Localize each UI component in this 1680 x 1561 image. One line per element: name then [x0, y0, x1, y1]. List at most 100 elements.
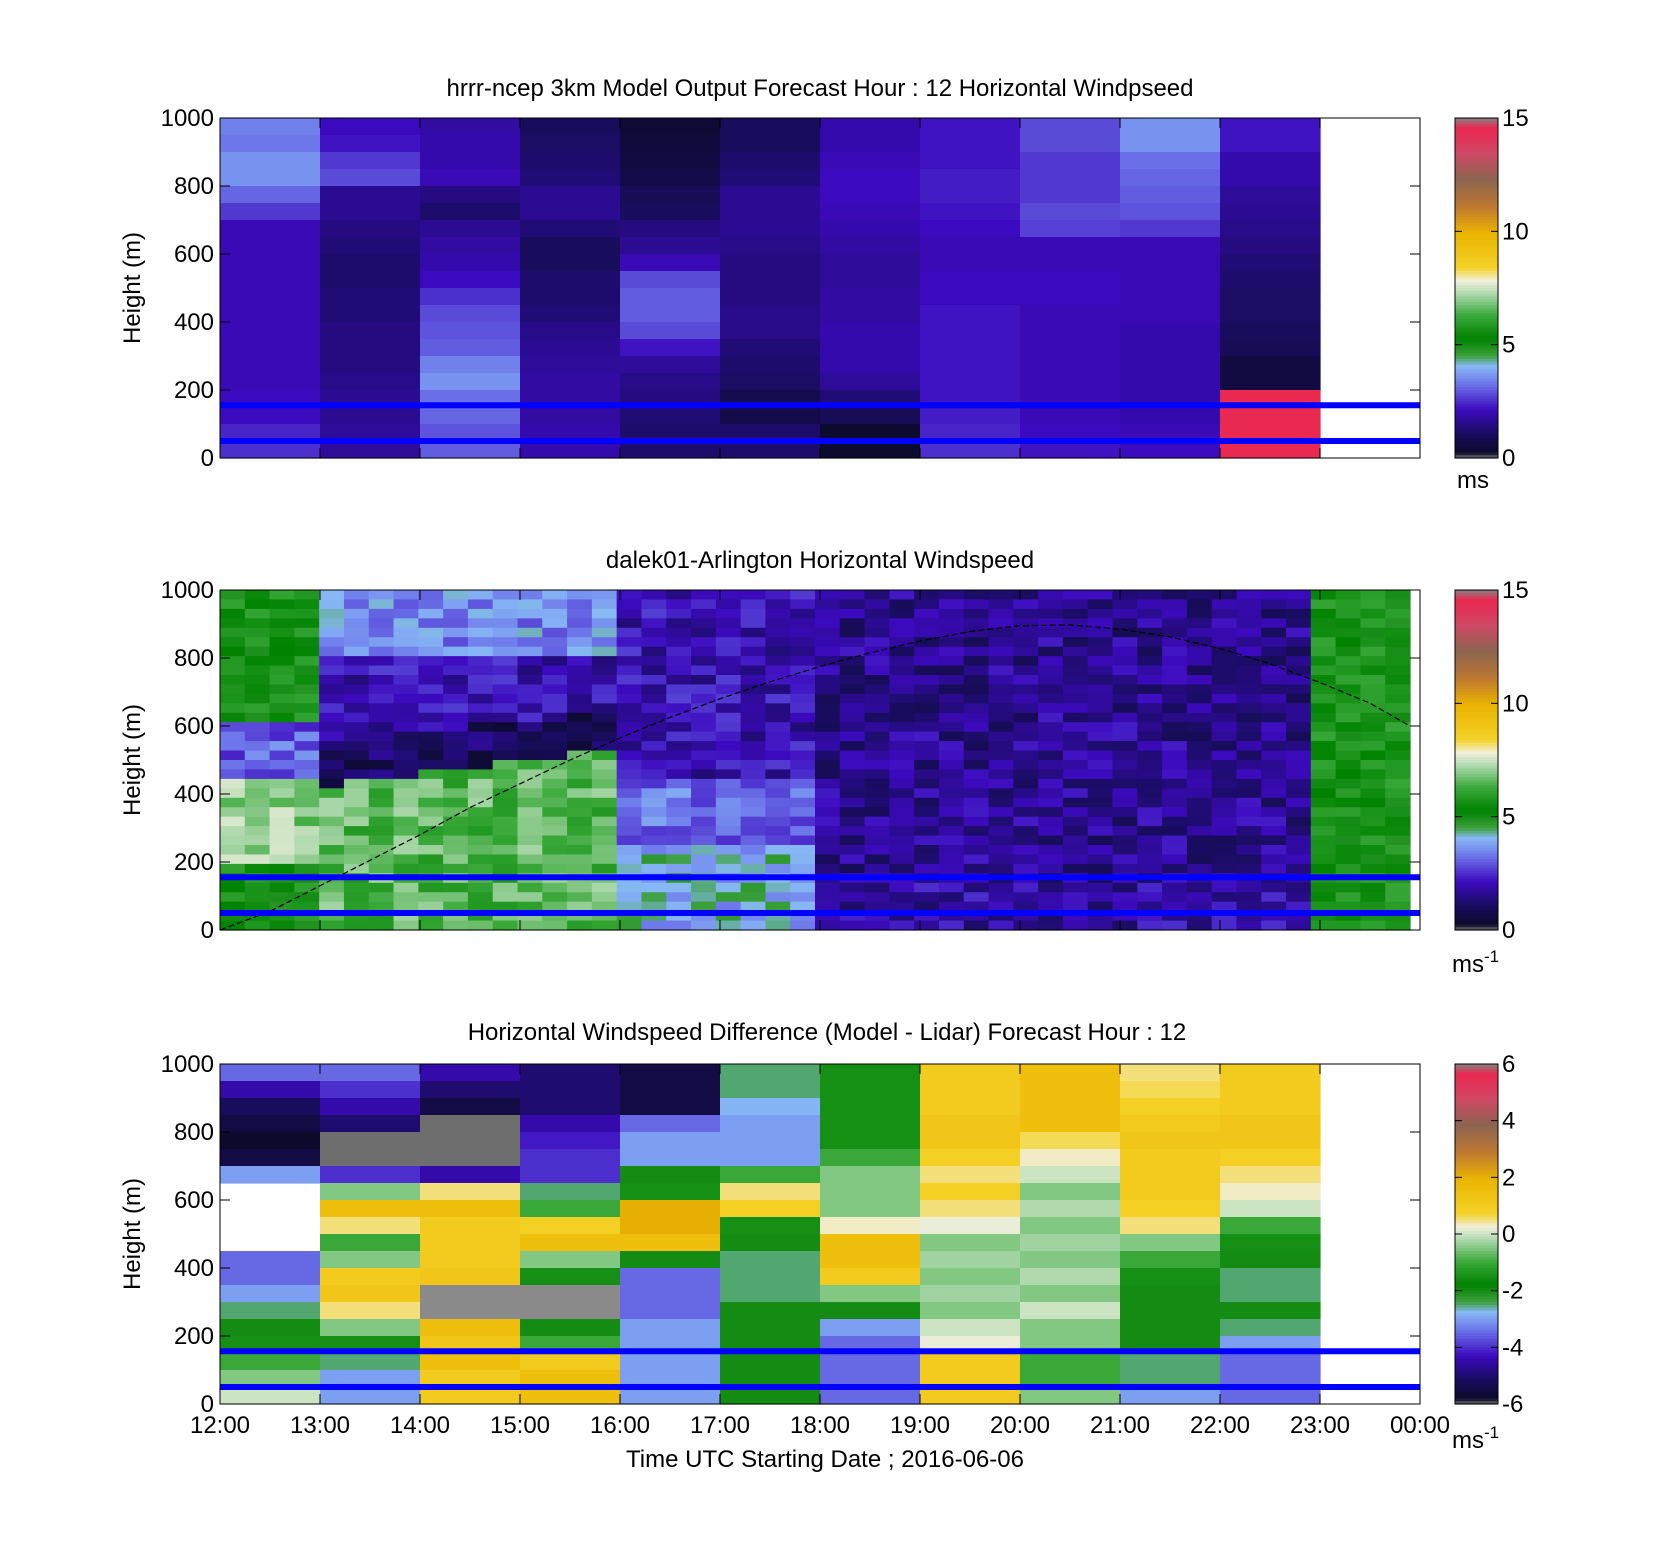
heat-cell: [368, 693, 395, 704]
heat-cell: [720, 220, 821, 238]
heat-cell: [420, 407, 521, 425]
heat-cell: [1087, 637, 1114, 648]
y-tick-label: 0: [201, 445, 214, 472]
heat-cell: [914, 826, 940, 837]
heat-cell: [1220, 1166, 1321, 1184]
heat-cell: [691, 627, 717, 638]
heat-cell: [914, 656, 940, 667]
heat-cell: [1220, 1234, 1321, 1252]
heat-cell: [591, 750, 618, 761]
heat-cell: [1120, 356, 1221, 374]
heat-cell: [889, 816, 915, 827]
heat-cell: [1120, 237, 1221, 255]
heat-cell: [418, 826, 444, 837]
heat-cell: [567, 835, 593, 846]
heat-cell: [443, 911, 469, 922]
heat-cell: [988, 646, 1014, 657]
heat-cell: [443, 618, 469, 629]
heat-cell: [467, 882, 494, 893]
colorbar-swatch: [1455, 228, 1498, 232]
heat-cell: [1013, 627, 1039, 638]
colorbar-swatch: [1455, 370, 1498, 374]
heat-cell: [591, 590, 618, 601]
heat-cell: [294, 769, 320, 780]
heat-cell: [641, 882, 667, 893]
heat-cell: [220, 816, 246, 827]
heat-cell: [393, 797, 419, 808]
heat-cell: [220, 237, 321, 255]
heat-cell: [938, 590, 965, 601]
heat-cell: [720, 1251, 821, 1269]
heat-cell: [715, 627, 742, 638]
heat-cell: [914, 863, 940, 874]
heat-cell: [740, 675, 767, 686]
heat-cell: [1062, 684, 1089, 695]
heat-cell: [1261, 627, 1287, 638]
heat-cell: [963, 693, 990, 704]
colorbar-swatch: [1455, 1126, 1498, 1130]
heat-cell: [443, 722, 469, 733]
heat-cell: [963, 778, 990, 789]
x-tick-label: 18:00: [790, 1412, 850, 1439]
heat-cell: [420, 339, 521, 357]
heat-cell: [620, 1149, 721, 1167]
heat-cell: [418, 750, 444, 761]
heat-cell: [320, 288, 421, 306]
heat-cell: [520, 1319, 621, 1337]
heat-cell: [691, 911, 717, 922]
heat-cell: [492, 920, 519, 931]
heat-cell: [1020, 1081, 1121, 1099]
colorbar-swatch: [1455, 1395, 1498, 1399]
colorbar-swatch: [1455, 1327, 1498, 1331]
colorbar-swatch: [1455, 1140, 1498, 1144]
heat-cell: [839, 797, 866, 808]
heat-cell: [691, 769, 717, 780]
heat-cell: [220, 637, 246, 648]
heat-cell: [988, 693, 1014, 704]
colorbar-swatch: [1455, 322, 1498, 326]
heat-cell: [443, 646, 469, 657]
heat-cell: [517, 693, 543, 704]
heat-cell: [319, 693, 345, 704]
heat-cell: [418, 608, 444, 619]
heat-cell: [1162, 656, 1188, 667]
colorbar-swatch: [1455, 649, 1498, 653]
colorbar-swatch: [1455, 203, 1498, 207]
colorbar-swatch: [1455, 319, 1498, 323]
heat-cell: [343, 845, 370, 856]
heat-cell: [418, 778, 444, 789]
heat-cell: [420, 237, 521, 255]
heat-cell: [715, 741, 742, 752]
heat-cell: [1038, 750, 1064, 761]
heat-cell: [720, 169, 821, 187]
heat-cell: [269, 807, 295, 818]
colorbar-swatch: [1455, 197, 1498, 201]
colorbar-swatch: [1455, 191, 1498, 196]
heat-cell: [220, 712, 246, 723]
heat-cell: [319, 807, 345, 818]
colorbar-swatch: [1455, 1098, 1498, 1102]
heat-cell: [567, 712, 593, 723]
heat-cell: [641, 807, 667, 818]
heat-cell: [963, 816, 990, 827]
heat-cell: [443, 675, 469, 686]
heat-cell: [220, 1268, 321, 1286]
heat-cell: [443, 901, 469, 912]
heat-cell: [666, 665, 692, 676]
heat-cell: [715, 920, 742, 931]
heat-cell: [1020, 1387, 1121, 1405]
heat-cell: [1286, 590, 1312, 601]
heat-cell: [1385, 646, 1411, 657]
heat-cell: [1236, 703, 1262, 714]
heat-cell: [1013, 797, 1039, 808]
heat-cell: [1335, 854, 1362, 865]
heat-cell: [815, 892, 841, 903]
heat-cell: [567, 778, 593, 789]
heat-cell: [815, 778, 841, 789]
heat-cell: [1360, 608, 1386, 619]
heat-cell: [938, 693, 965, 704]
heat-cell: [1137, 882, 1163, 893]
heat-cell: [492, 797, 519, 808]
heat-cell: [591, 675, 618, 686]
